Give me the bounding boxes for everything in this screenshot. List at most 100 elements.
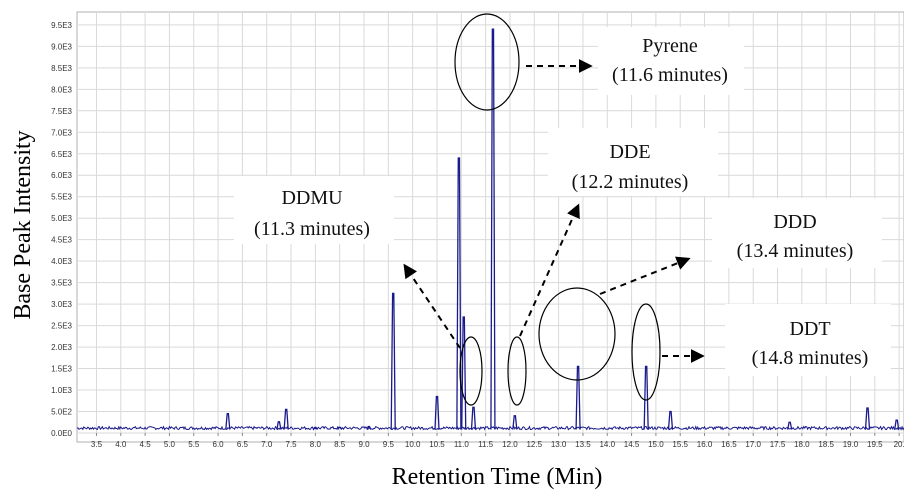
chromatogram-peak <box>312 426 318 430</box>
chromatogram-peak <box>667 410 674 430</box>
ddt-label-box <box>725 304 891 376</box>
ddt-label-time: (14.8 minutes) <box>752 347 869 369</box>
x-tick-label: 7.0 <box>261 440 273 449</box>
x-tick-label: 17.5 <box>770 440 786 449</box>
ddd-arrow <box>599 256 691 295</box>
y-tick-label: 0.0E0 <box>51 429 72 438</box>
y-tick-label: 6.0E3 <box>51 171 72 180</box>
x-tick-label: 15.5 <box>672 440 688 449</box>
y-tick-label: 3.0E3 <box>51 300 72 309</box>
chromatogram-peak <box>470 406 477 430</box>
chromatogram-peak <box>864 407 871 430</box>
y-tick-label: 3.5E3 <box>51 279 72 288</box>
annotation-ddt: DDT (14.8 minutes) <box>631 303 891 401</box>
dde-label-name: DDE <box>609 141 650 163</box>
chromatogram-peak <box>337 426 343 430</box>
dde-arrow <box>519 203 580 337</box>
y-axis-ticks: 0.0E0 5.0E2 1.0E3 1.5E3 2.0E3 2.5E3 3.0E3 3.5E3… <box>51 21 72 438</box>
x-tick-label: 12.5 <box>526 440 542 449</box>
x-tick-label: 12.0 <box>502 440 518 449</box>
x-tick-label: 14.5 <box>624 440 640 449</box>
x-tick-label: 9.5 <box>383 440 395 449</box>
ddd-label-time: (13.4 minutes) <box>737 240 854 262</box>
x-tick-label: 16.5 <box>721 440 737 449</box>
chromatogram-peak <box>283 408 289 430</box>
x-tick-label: 4.5 <box>140 440 152 449</box>
x-tick-label: 20. <box>894 440 904 449</box>
annotation-pyrene: Pyrene (11.6 minutes) <box>454 13 744 111</box>
chromatogram-trace <box>76 28 904 431</box>
x-tick-label: 11.5 <box>478 440 494 449</box>
pyrene-circle <box>454 13 520 111</box>
x-axis-ticks: 3.5 4.0 4.5 5.0 5.5 6.0 6.5 7.0 7.5 8.0 8.5 9.0 9.5 1… <box>91 433 904 449</box>
x-tick-label: 6.5 <box>237 440 249 449</box>
chromatogram-peak <box>434 395 440 430</box>
x-tick-label: 5.0 <box>164 440 176 449</box>
x-tick-label: 3.5 <box>91 440 103 449</box>
dde-label-box <box>548 128 718 196</box>
chromatogram-peak <box>276 421 282 430</box>
chromatogram-peak <box>512 415 518 430</box>
y-tick-label: 2.0E3 <box>51 343 72 352</box>
ddt-circle <box>631 303 661 401</box>
chromatogram-peak <box>366 425 372 430</box>
chromatogram-peak <box>456 157 462 430</box>
y-tick-label: 6.5E3 <box>51 150 72 159</box>
y-tick-label: 8.5E3 <box>51 64 72 73</box>
chromatogram-peak <box>894 419 900 430</box>
chromatogram-peak <box>461 316 467 430</box>
x-tick-label: 7.5 <box>285 440 297 449</box>
y-tick-label: 1.5E3 <box>51 365 72 374</box>
x-tick-label: 18.0 <box>794 440 810 449</box>
x-tick-label: 17.0 <box>745 440 761 449</box>
ddmu-label-name: DDMU <box>281 187 343 209</box>
y-tick-label: 2.5E3 <box>51 322 72 331</box>
y-tick-label: 9.5E3 <box>51 21 72 30</box>
ddmu-circle <box>459 336 483 406</box>
annotation-ddd: DDD (13.4 minutes) <box>538 198 882 381</box>
ddd-circle <box>538 287 616 381</box>
dde-label-time: (12.2 minutes) <box>572 171 689 193</box>
x-tick-label: 14.0 <box>599 440 615 449</box>
ddmu-label-time: (11.3 minutes) <box>254 218 370 240</box>
chromatogram-peak <box>225 413 231 430</box>
ddt-label-name: DDT <box>789 318 830 340</box>
chromatogram-peak <box>390 292 396 430</box>
y-tick-label: 7.5E3 <box>51 107 72 116</box>
ddd-label-name: DDD <box>773 211 816 233</box>
y-tick-label: 5.0E2 <box>51 408 72 417</box>
chromatogram-peak <box>575 365 581 430</box>
dde-circle <box>507 336 527 406</box>
x-tick-label: 8.0 <box>310 440 322 449</box>
x-tick-label: 13.5 <box>575 440 591 449</box>
y-tick-label: 8.0E3 <box>51 85 72 94</box>
ddmu-arrow <box>403 263 461 349</box>
x-tick-label: 6.0 <box>213 440 225 449</box>
x-tick-label: 10.0 <box>405 440 421 449</box>
x-tick-label: 19.0 <box>843 440 859 449</box>
y-axis-title: Base Peak Intensity <box>10 130 36 319</box>
x-tick-label: 16.0 <box>697 440 713 449</box>
x-tick-label: 13.0 <box>551 440 567 449</box>
ddmu-label-box <box>234 176 394 244</box>
y-tick-label: 9.0E3 <box>51 42 72 51</box>
ddd-label-box <box>712 198 882 268</box>
chromatogram-peak <box>787 421 793 430</box>
y-tick-label: 1.0E3 <box>51 386 72 395</box>
annotation-dde: DDE (12.2 minutes) <box>507 128 718 406</box>
x-tick-label: 11.0 <box>454 440 470 449</box>
pyrene-label-name: Pyrene <box>642 35 698 57</box>
pyrene-label-time: (11.6 minutes) <box>612 64 728 86</box>
y-tick-label: 7.0E3 <box>51 128 72 137</box>
y-tick-label: 4.0E3 <box>51 257 72 266</box>
x-tick-label: 10.5 <box>429 440 445 449</box>
annotation-ddmu: DDMU (11.3 minutes) <box>234 176 483 406</box>
y-tick-label: 5.5E3 <box>51 193 72 202</box>
chromatogram-peak <box>490 28 496 430</box>
x-tick-label: 9.0 <box>358 440 370 449</box>
x-tick-label: 19.5 <box>867 440 883 449</box>
pyrene-label-box <box>598 27 744 95</box>
x-tick-label: 8.5 <box>334 440 346 449</box>
y-tick-label: 4.5E3 <box>51 236 72 245</box>
